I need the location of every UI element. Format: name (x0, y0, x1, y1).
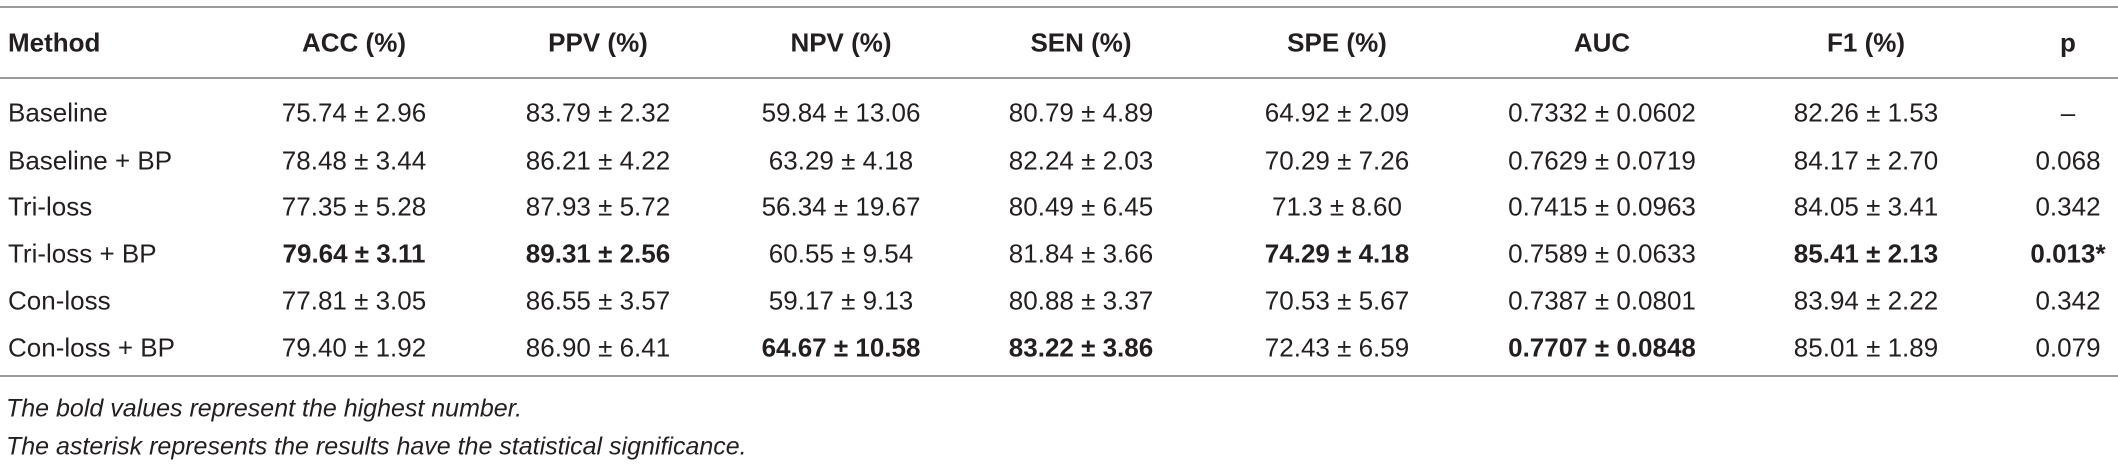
header-cell: F1 (%) (1827, 27, 1905, 58)
table-cell: 59.17 ± 9.13 (768, 285, 914, 316)
table-cell: 86.21 ± 4.22 (525, 145, 671, 176)
header-cell: AUC (1573, 27, 1631, 58)
table-cell: 70.53 ± 5.67 (1264, 285, 1410, 316)
table-cell: Con-loss + BP (8, 332, 175, 363)
table-cell: 0.068 (2035, 145, 2101, 176)
table-cell: 0.7332 ± 0.0602 (1508, 97, 1696, 128)
table-cell: 71.3 ± 8.60 (1272, 191, 1402, 222)
header-cell: SPE (%) (1287, 27, 1387, 58)
header-cell: Method (8, 27, 101, 58)
table-cell: 80.79 ± 4.89 (1008, 97, 1154, 128)
header-cell: PPV (%) (548, 27, 648, 58)
table-cell: 82.26 ± 1.53 (1793, 97, 1939, 128)
table-cell: 0.342 (2035, 191, 2101, 222)
footnote: The asterisk represents the results have… (6, 432, 747, 461)
table-cell: 86.90 ± 6.41 (525, 332, 671, 363)
table-cell: 0.013* (2030, 238, 2106, 269)
table-cell: 89.31 ± 2.56 (525, 238, 671, 269)
table-cell: 84.17 ± 2.70 (1793, 145, 1939, 176)
table-cell: 56.34 ± 19.67 (761, 191, 921, 222)
table-cell: 72.43 ± 6.59 (1264, 332, 1410, 363)
table-cell: 79.64 ± 3.11 (282, 238, 426, 269)
table-cell: Baseline (8, 97, 108, 128)
table-cell: – (2060, 97, 2076, 128)
table-cell: 79.40 ± 1.92 (281, 332, 427, 363)
table-cell: 0.7629 ± 0.0719 (1508, 145, 1696, 176)
table-cell: 81.84 ± 3.66 (1008, 238, 1154, 269)
table-cell: 84.05 ± 3.41 (1793, 191, 1939, 222)
table-cell: 0.7415 ± 0.0963 (1508, 191, 1696, 222)
table-cell: 59.84 ± 13.06 (761, 97, 921, 128)
header-cell: p (2060, 27, 2076, 58)
table-cell: 85.01 ± 1.89 (1793, 332, 1939, 363)
table-cell: 82.24 ± 2.03 (1008, 145, 1154, 176)
bottom-rule (0, 375, 2118, 377)
table-cell: 60.55 ± 9.54 (768, 238, 914, 269)
table-cell: 80.49 ± 6.45 (1008, 191, 1154, 222)
table-cell: 83.22 ± 3.86 (1008, 332, 1154, 363)
table-cell: 74.29 ± 4.18 (1264, 238, 1410, 269)
table-cell: 86.55 ± 3.57 (525, 285, 671, 316)
table-cell: 0.079 (2035, 332, 2101, 363)
header-cell: ACC (%) (302, 27, 406, 58)
table-cell: 0.342 (2035, 285, 2101, 316)
table-cell: Baseline + BP (8, 145, 173, 176)
table-cell: 70.29 ± 7.26 (1264, 145, 1410, 176)
table-cell: 0.7387 ± 0.0801 (1508, 285, 1696, 316)
table-cell: Tri-loss (8, 191, 93, 222)
table-cell: 63.29 ± 4.18 (768, 145, 914, 176)
footnote: The bold values represent the highest nu… (6, 394, 523, 423)
table-cell: 78.48 ± 3.44 (281, 145, 427, 176)
header-rule (0, 77, 2118, 79)
table-cell: 64.92 ± 2.09 (1264, 97, 1410, 128)
table-cell: 0.7707 ± 0.0848 (1508, 332, 1696, 363)
table-cell: 83.94 ± 2.22 (1793, 285, 1939, 316)
header-cell: NPV (%) (790, 27, 892, 58)
table-cell: 0.7589 ± 0.0633 (1508, 238, 1696, 269)
table-cell: 80.88 ± 3.37 (1008, 285, 1154, 316)
table-cell: 75.74 ± 2.96 (281, 97, 427, 128)
table-cell: 77.81 ± 3.05 (281, 285, 427, 316)
table-cell: 83.79 ± 2.32 (525, 97, 671, 128)
table-cell: Tri-loss + BP (8, 238, 157, 269)
table-cell: 64.67 ± 10.58 (761, 332, 921, 363)
top-rule (0, 6, 2118, 8)
header-cell: SEN (%) (1030, 27, 1132, 58)
table-cell: 77.35 ± 5.28 (281, 191, 427, 222)
table-cell: 87.93 ± 5.72 (525, 191, 671, 222)
table-cell: 85.41 ± 2.13 (1793, 238, 1939, 269)
table-cell: Con-loss (8, 285, 111, 316)
